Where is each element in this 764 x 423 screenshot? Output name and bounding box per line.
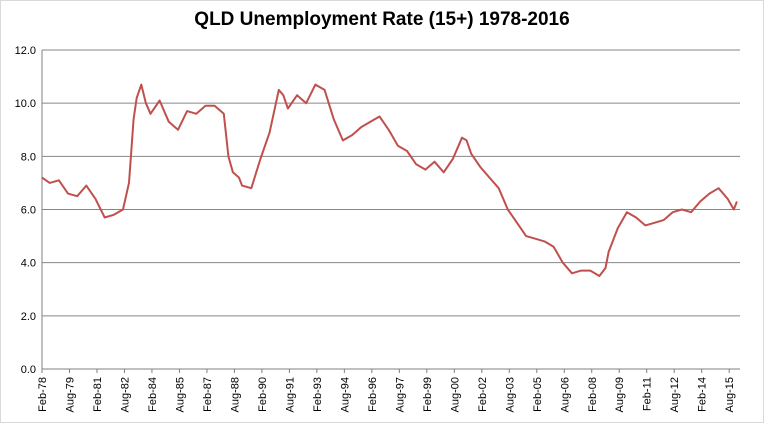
x-tick-label: Feb-08	[587, 377, 599, 412]
x-tick-label: Feb-96	[367, 377, 379, 412]
y-axis-ticks: 0.0 2.0 4.0 6.0 8.0 10.0 12.0	[15, 45, 36, 376]
x-axis-ticks: Feb-78 Aug-79 Feb-81 Aug-82 Feb-84 Aug-85 Feb-…	[37, 369, 736, 412]
x-tick-label: Aug-15	[724, 377, 736, 412]
x-tick-label: Feb-84	[147, 377, 159, 412]
x-tick-label: Aug-06	[559, 377, 571, 412]
x-tick-label: Aug-12	[669, 377, 681, 412]
series-line-unemployment	[41, 83, 738, 277]
x-tick-label: Feb-14	[697, 377, 709, 412]
y-tick-label: 10.0	[15, 98, 36, 110]
x-tick-label: Aug-00	[449, 377, 461, 412]
x-tick-label: Feb-81	[92, 377, 104, 412]
x-tick-label: Aug-09	[614, 377, 626, 412]
x-tick-label: Aug-79	[64, 377, 76, 412]
x-tick-label: Aug-94	[339, 377, 351, 412]
y-tick-label: 8.0	[21, 151, 36, 163]
x-tick-label: Aug-91	[284, 377, 296, 412]
series-layer	[41, 83, 738, 277]
x-tick-label: Feb-05	[532, 377, 544, 412]
y-tick-label: 12.0	[15, 45, 36, 57]
x-tick-label: Aug-03	[504, 377, 516, 412]
x-tick-label: Feb-11	[642, 377, 654, 411]
x-tick-label: Feb-78	[37, 377, 49, 412]
x-tick-label: Aug-82	[119, 377, 131, 412]
x-tick-label: Feb-87	[202, 377, 214, 412]
x-tick-label: Aug-85	[174, 377, 186, 412]
y-tick-label: 6.0	[21, 205, 36, 217]
x-tick-label: Aug-88	[229, 377, 241, 412]
x-tick-label: Feb-90	[257, 377, 269, 412]
y-tick-label: 0.0	[21, 364, 36, 376]
x-tick-label: Feb-93	[312, 377, 324, 412]
chart-title: QLD Unemployment Rate (15+) 1978-2016	[194, 9, 570, 30]
gridlines	[41, 49, 740, 370]
y-tick-label: 4.0	[21, 258, 36, 270]
x-tick-label: Aug-97	[394, 377, 406, 412]
x-tick-label: Feb-99	[422, 377, 434, 412]
x-tick-label: Feb-02	[477, 377, 489, 412]
y-tick-label: 2.0	[21, 311, 36, 323]
